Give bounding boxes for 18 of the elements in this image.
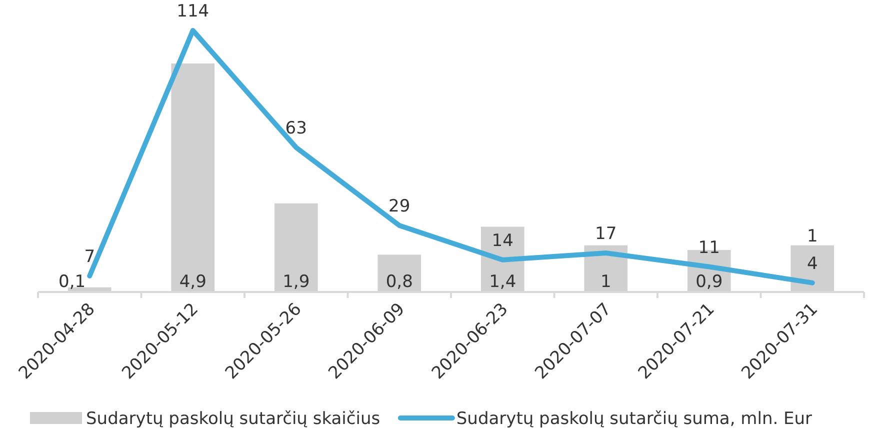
data-label: 1,4 xyxy=(489,272,516,292)
data-label: 14 xyxy=(492,230,514,251)
data-label: 4 xyxy=(806,254,818,274)
legend-label: Sudarytų paskolų sutarčių suma, mln. Eur xyxy=(456,409,812,429)
data-label: 4,9 xyxy=(179,272,206,292)
data-label: 0,9 xyxy=(696,272,723,292)
data-label: 63 xyxy=(285,118,307,138)
data-label: 17 xyxy=(595,224,617,244)
data-label: 1 xyxy=(806,226,818,246)
data-label: 11 xyxy=(698,238,720,258)
data-label: 7 xyxy=(84,246,96,267)
data-label: 1,9 xyxy=(282,272,310,292)
data-label: 114 xyxy=(176,1,210,22)
legend-label: Sudarytų paskolų sutarčių skaičius xyxy=(86,409,380,429)
data-label: 0,1 xyxy=(58,272,86,292)
data-label: 29 xyxy=(388,196,410,216)
data-label: 1 xyxy=(600,272,612,292)
data-label: 0,8 xyxy=(386,272,413,292)
